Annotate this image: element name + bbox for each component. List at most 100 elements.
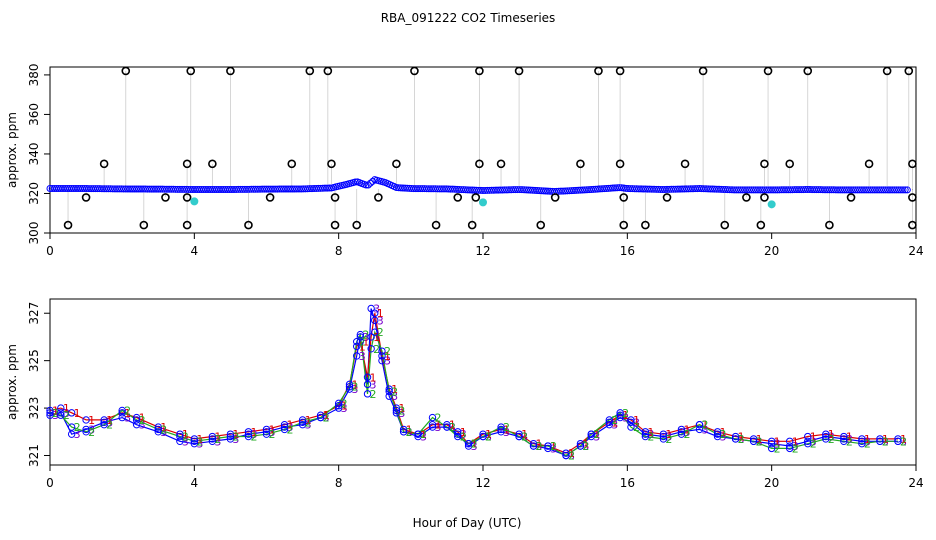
bottom-point-marker [544, 442, 552, 450]
bottom-point-marker [479, 432, 487, 441]
top-high-point [615, 66, 625, 76]
bottom-series-glyph: 2 [232, 431, 239, 444]
bottom-point-marker [786, 442, 794, 450]
bottom-series-glyph: 2 [384, 345, 391, 358]
bottom-series-glyph: 1 [471, 438, 478, 451]
bottom-series-glyph: 1 [370, 371, 377, 384]
bottom-series-glyph: 3 [582, 440, 589, 453]
top-mid-point [99, 159, 109, 169]
bottom-series-glyph: 1 [351, 378, 358, 391]
top-low-point [467, 220, 477, 230]
top-baseline-marker [533, 187, 541, 195]
top-dip-point [374, 193, 383, 202]
bottom-series-glyph: 2 [720, 428, 727, 441]
bottom-point-marker [659, 435, 668, 443]
bottom-series-glyph: 1 [377, 307, 384, 320]
bottom-point-marker [627, 418, 635, 427]
bottom-point-marker [226, 432, 235, 441]
bottom-point-marker [353, 342, 361, 351]
bottom-point-marker [641, 428, 650, 436]
top-y-axis-title: approx. ppm [5, 112, 19, 188]
top-high-point [323, 66, 333, 76]
top-y-tick-label: 300 [27, 222, 41, 245]
bottom-point-marker [298, 416, 307, 424]
bottom-series-glyph: 3 [377, 314, 384, 327]
bottom-y-axis-title: approx. ppm [5, 344, 19, 420]
bottom-series-glyph: 2 [550, 440, 557, 453]
bottom-series-glyph: 2 [52, 407, 59, 420]
bottom-point-marker [479, 430, 487, 438]
bottom-series-glyph: 2 [398, 404, 405, 417]
bottom-series-glyph: 2 [373, 343, 380, 356]
top-baseline-marker [397, 184, 405, 192]
bottom-series-glyph: 2 [420, 428, 427, 441]
bottom-series-glyph: 2 [359, 336, 366, 349]
bottom-point-marker [529, 442, 538, 450]
bottom-point-marker [414, 432, 422, 441]
bottom-series-glyph: 3 [52, 409, 59, 422]
top-baseline-marker [579, 186, 587, 194]
bottom-series-glyph: 2 [828, 433, 835, 446]
top-mid-point [287, 159, 297, 169]
bottom-series-glyph: 2 [582, 440, 589, 453]
top-dip-point [908, 193, 917, 202]
bottom-point-marker [262, 425, 271, 434]
bottom-series-glyph: 1 [593, 428, 600, 441]
bottom-x-tick-label: 24 [908, 476, 923, 490]
top-high-point [514, 66, 524, 76]
bottom-x-tick-label: 12 [475, 476, 490, 490]
bottom-point-marker [67, 423, 76, 431]
bottom-point-marker [497, 428, 505, 436]
bottom-point-marker [226, 430, 235, 438]
bottom-point-marker [378, 352, 386, 360]
top-dip-point [471, 193, 481, 202]
bottom-point-marker [786, 444, 794, 453]
top-baseline-marker [466, 186, 474, 194]
bottom-series-glyph: 3 [305, 419, 312, 432]
top-high-point [763, 66, 773, 76]
bottom-series-glyph: 1 [864, 433, 871, 446]
top-high-point [803, 66, 813, 76]
top-baseline-marker [613, 184, 621, 192]
top-baseline-marker [364, 181, 372, 189]
bottom-point-marker [399, 425, 408, 434]
top-baseline-marker [587, 186, 595, 194]
bottom-series-glyph: 2 [702, 419, 709, 432]
bottom-series-glyph: 2 [377, 326, 384, 339]
bottom-point-marker [100, 416, 108, 424]
bottom-series-glyph: 1 [406, 423, 413, 436]
bottom-point-marker [616, 409, 624, 417]
bottom-point-marker [767, 439, 776, 448]
bottom-point-marker [804, 432, 812, 441]
bottom-series-glyph: 2 [362, 329, 369, 342]
bottom-series-glyph: 2 [774, 442, 781, 455]
top-baseline-marker [607, 184, 615, 192]
top-baseline-marker [317, 184, 325, 192]
bottom-point-marker [46, 409, 54, 417]
bottom-series-glyph: 1 [160, 421, 167, 434]
bottom-point-marker [345, 385, 354, 393]
bottom-series-glyph: 2 [182, 431, 189, 444]
top-plot-frame [49, 66, 917, 234]
bottom-point-marker [353, 337, 361, 346]
bottom-series-glyph: 3 [503, 426, 510, 439]
top-baseline-marker [561, 187, 569, 195]
bottom-point-marker [713, 432, 722, 441]
bottom-series-glyph: 3 [846, 433, 853, 446]
bottom-point-marker [226, 435, 235, 443]
bottom-point-marker [46, 406, 54, 415]
top-mid-point [182, 159, 192, 169]
bottom-point-marker [677, 430, 686, 438]
bottom-series-glyph: 3 [341, 402, 348, 415]
bottom-series-glyph: 3 [434, 421, 441, 434]
bottom-series-glyph: 2 [882, 435, 889, 448]
top-mid-point [864, 159, 874, 169]
bottom-series-glyph: 3 [864, 435, 871, 448]
top-baseline-marker [563, 187, 571, 195]
top-y-tick-label: 360 [27, 103, 41, 126]
bottom-series-glyph: 3 [232, 433, 239, 446]
top-x-tick-label: 16 [620, 244, 635, 258]
bottom-series-glyph: 2 [124, 404, 131, 417]
bottom-series-glyph: 3 [74, 428, 81, 441]
bottom-series-glyph: 1 [792, 435, 799, 448]
